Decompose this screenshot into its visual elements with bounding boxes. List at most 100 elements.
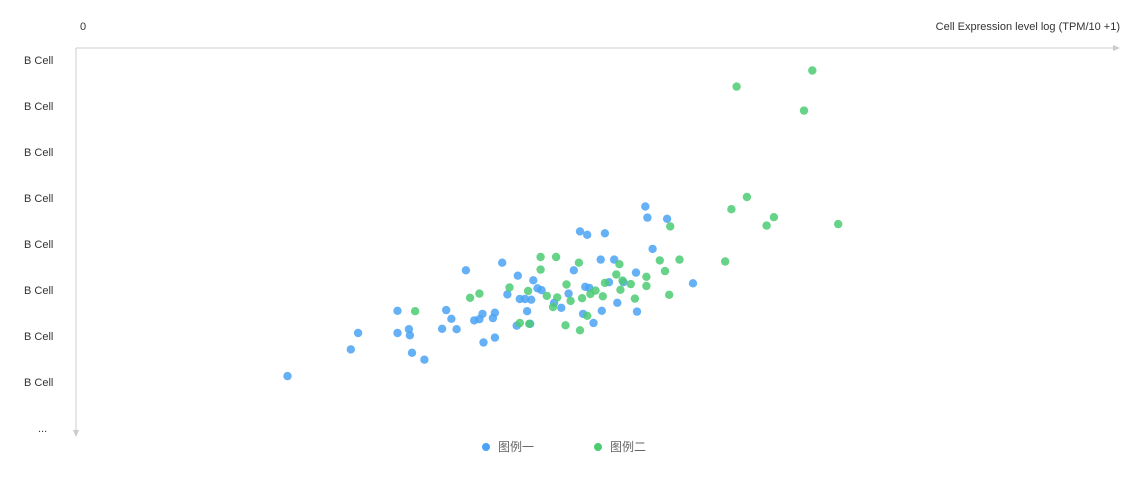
data-point[interactable] [505,283,514,292]
data-point[interactable] [523,286,533,296]
data-point[interactable] [393,306,402,315]
data-point[interactable] [442,305,451,315]
data-point[interactable] [721,257,730,266]
data-point[interactable] [688,279,698,288]
data-point[interactable] [598,292,607,301]
data-point[interactable] [626,279,635,289]
data-point[interactable] [479,338,488,347]
data-point[interactable] [575,227,585,236]
data-point[interactable] [490,308,500,317]
data-point[interactable] [447,314,456,323]
data-point[interactable] [769,213,779,222]
y-tick-label: B Cell [24,285,53,297]
y-tick-label: B Cell [24,239,53,251]
data-point[interactable] [404,325,414,334]
data-point[interactable] [537,286,546,295]
data-point[interactable] [732,82,741,91]
data-point[interactable] [596,255,605,264]
data-point[interactable] [577,294,587,303]
data-point[interactable] [452,325,461,334]
data-point[interactable] [612,270,621,279]
data-point[interactable] [613,298,622,307]
data-point[interactable] [407,348,417,357]
data-point[interactable] [799,106,809,115]
data-point[interactable] [615,260,624,269]
data-point[interactable] [353,328,363,338]
data-point[interactable] [675,255,684,264]
data-point[interactable] [583,230,592,239]
data-point[interactable] [655,256,664,265]
data-point[interactable] [564,289,573,298]
data-point[interactable] [522,307,532,316]
data-point[interactable] [551,252,561,262]
data-point[interactable] [630,294,640,303]
series-2 [410,66,843,335]
data-point[interactable] [642,281,651,291]
data-point[interactable] [583,311,592,320]
data-point[interactable] [574,258,584,267]
data-point[interactable] [561,321,570,330]
data-point[interactable] [283,371,292,381]
data-point[interactable] [631,268,641,277]
data-point[interactable] [503,290,512,299]
data-point[interactable] [490,333,500,342]
data-point[interactable] [346,345,355,354]
data-point[interactable] [529,276,538,285]
data-point[interactable] [808,66,817,75]
legend-item[interactable]: 图例二 [594,440,646,454]
data-point[interactable] [660,266,670,276]
data-point[interactable] [562,280,571,289]
y-tick-label: B Cell [24,377,53,389]
data-point[interactable] [591,286,600,295]
data-point[interactable] [632,307,642,316]
data-point[interactable] [420,355,429,364]
data-point[interactable] [575,326,585,335]
data-point[interactable] [616,285,625,294]
data-point[interactable] [834,219,843,229]
data-point[interactable] [465,293,475,302]
series-1 [283,202,698,381]
data-point[interactable] [666,222,675,231]
data-point[interactable] [437,324,447,333]
data-point[interactable] [641,202,650,211]
data-point[interactable] [665,290,674,299]
data-point[interactable] [557,303,566,312]
data-point[interactable] [643,213,652,222]
data-point[interactable] [553,293,562,302]
data-point[interactable] [548,302,558,312]
data-point[interactable] [520,294,530,304]
data-point[interactable] [600,229,610,238]
data-point[interactable] [542,291,551,301]
legend: 图例一 图例二 [482,440,646,454]
data-point[interactable] [600,278,610,288]
data-point[interactable] [515,318,524,328]
data-point[interactable] [461,266,471,275]
data-point[interactable] [762,221,771,230]
data-point[interactable] [498,258,507,267]
data-point[interactable] [589,318,598,328]
data-point[interactable] [393,328,402,338]
data-point[interactable] [597,306,606,315]
data-point[interactable] [527,295,536,304]
y-tick-label: B Cell [24,147,53,159]
data-point[interactable] [475,289,484,298]
data-point[interactable] [566,296,575,306]
data-point[interactable] [742,192,752,202]
data-point[interactable] [648,244,657,254]
data-point[interactable] [513,271,522,280]
legend-label: 图例一 [498,440,534,454]
data-point[interactable] [618,276,627,285]
data-point[interactable] [569,266,578,275]
data-point[interactable] [536,252,545,262]
data-point[interactable] [525,319,534,328]
data-point[interactable] [642,272,651,281]
data-point[interactable] [536,265,545,274]
data-point[interactable] [662,214,672,223]
y-tick-label: B Cell [24,101,53,113]
data-point[interactable] [478,309,487,319]
x-axis-arrow-icon [1113,45,1120,51]
legend-item[interactable]: 图例一 [482,440,534,454]
data-point[interactable] [727,205,736,214]
data-point[interactable] [410,307,420,316]
